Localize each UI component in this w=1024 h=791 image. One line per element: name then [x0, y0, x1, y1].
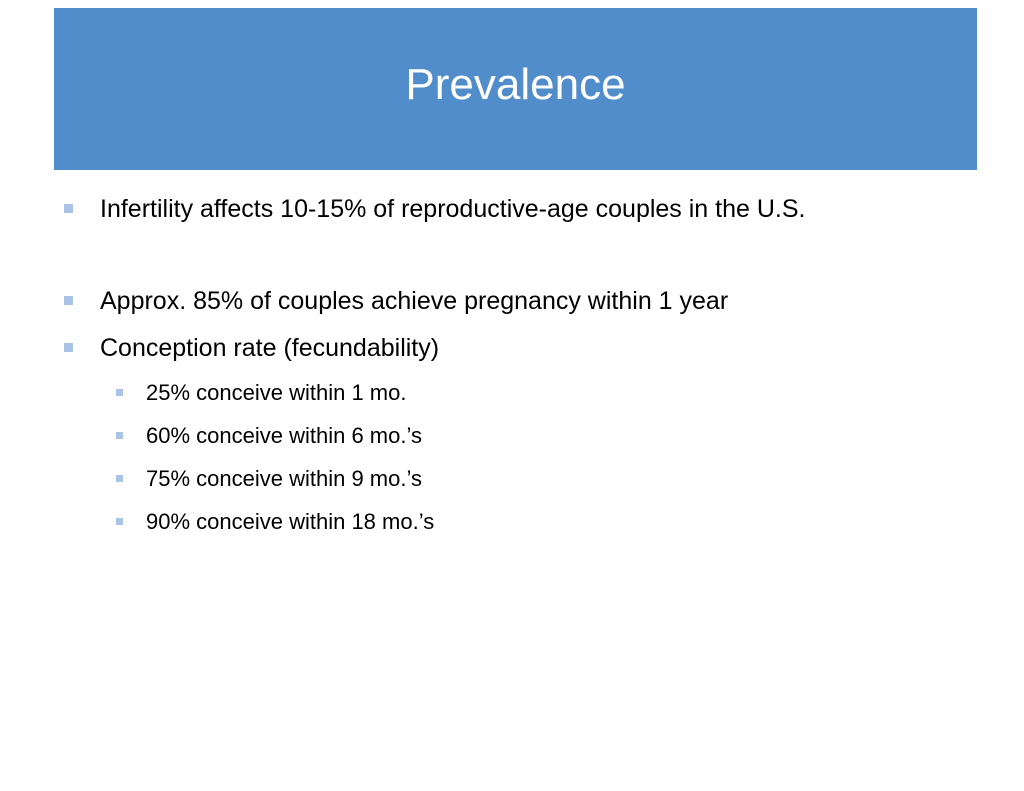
- bullet-text: Approx. 85% of couples achieve pregnancy…: [100, 287, 729, 315]
- bullet-item: Approx. 85% of couples achieve pregnancy…: [64, 287, 728, 316]
- sub-bullet-text: 25% conceive within 1 mo.: [146, 380, 407, 405]
- sub-bullet-text: 60% conceive within 6 mo.’s: [146, 423, 422, 448]
- bullet-text: Conception rate (fecundability): [100, 334, 440, 362]
- square-bullet-icon: [116, 432, 123, 439]
- bullet-item: Infertility affects 10-15% of reproducti…: [64, 195, 805, 224]
- slide-title: Prevalence: [405, 60, 626, 109]
- sub-bullet-item: 25% conceive within 1 mo.: [116, 380, 406, 406]
- sub-bullet-text: 90% conceive within 18 mo.’s: [146, 509, 435, 534]
- square-bullet-icon: [116, 475, 123, 482]
- title-banner: Prevalence: [54, 8, 977, 170]
- square-bullet-icon: [64, 343, 73, 352]
- sub-bullet-item: 90% conceive within 18 mo.’s: [116, 509, 434, 535]
- bullet-item: Conception rate (fecundability): [64, 334, 439, 363]
- square-bullet-icon: [64, 204, 73, 213]
- square-bullet-icon: [116, 389, 123, 396]
- bullet-text: Infertility affects 10-15% of reproducti…: [100, 195, 806, 223]
- sub-bullet-text: 75% conceive within 9 mo.’s: [146, 466, 422, 491]
- square-bullet-icon: [64, 296, 73, 305]
- square-bullet-icon: [116, 518, 123, 525]
- sub-bullet-item: 60% conceive within 6 mo.’s: [116, 423, 422, 449]
- sub-bullet-item: 75% conceive within 9 mo.’s: [116, 466, 422, 492]
